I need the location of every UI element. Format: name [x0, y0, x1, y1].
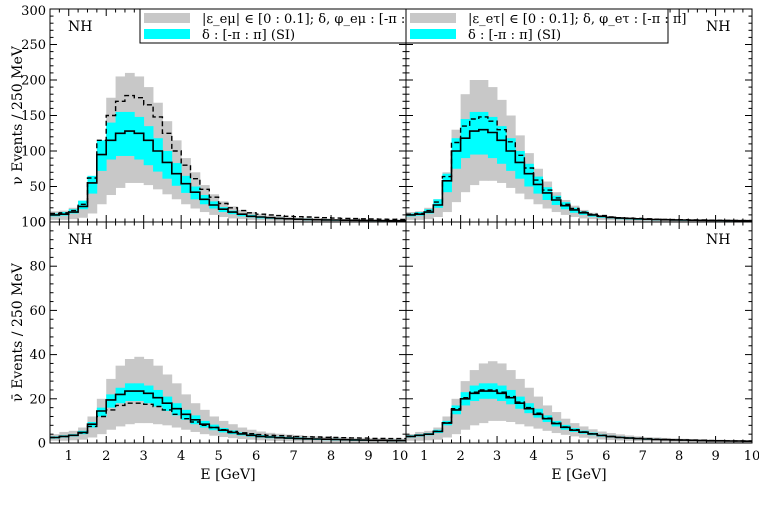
- plot-area: [50, 72, 406, 222]
- panel-nu-etau: NH |ε_eτ| ∈ [0 : 0.1]; δ, φ_eτ : [-π : π]…: [405, 8, 753, 223]
- nsi-band-bin: [451, 398, 462, 435]
- si-band-bin: [515, 151, 525, 179]
- legend-label-si: δ : [-π : π] (SI): [202, 28, 295, 43]
- si-band-bin: [134, 116, 145, 160]
- si-band-bin: [115, 387, 126, 404]
- panel-label-nh: NH: [68, 19, 92, 35]
- plot-area: [50, 356, 406, 443]
- panel-nubar-etau: NH 1 2 3 4 5 6 7 8 9 10 E [GeV]: [405, 221, 759, 483]
- x-tick-label: 2: [456, 449, 464, 464]
- nsi-band-bin: [433, 199, 443, 218]
- x-tick-label: 5: [214, 449, 222, 464]
- legend-label-nsi: |ε_eτ| ∈ [0 : 0.1]; δ, φ_eτ : [-π : π]: [468, 12, 687, 27]
- y-tick-label: 0: [38, 437, 46, 452]
- si-band-bin: [524, 163, 534, 187]
- y-tick-label: 250: [21, 38, 46, 53]
- x-tick-label: 3: [493, 449, 501, 464]
- legend-swatch-si: [410, 29, 456, 39]
- y-tick-label: 0: [38, 216, 46, 231]
- si-band-bin: [162, 151, 173, 179]
- y-tick-label: 150: [21, 109, 46, 124]
- panel-label-nh: NH: [706, 19, 730, 35]
- si-band-bin: [478, 111, 489, 155]
- si-band-bin: [433, 199, 443, 208]
- x-tick-label: 10: [392, 449, 409, 464]
- si-band-bin: [153, 138, 163, 172]
- legend-label-nsi: |ε_eμ| ∈ [0 : 0.1]; δ, φ_eμ : [-π : π]: [202, 12, 423, 27]
- plot-area: [406, 361, 752, 443]
- si-band-bin: [106, 394, 116, 408]
- legend-swatch-nsi: [410, 13, 456, 23]
- legend-emu: |ε_eμ| ∈ [0 : 0.1]; δ, φ_eμ : [-π : π]δ …: [139, 8, 423, 44]
- nsi-band-bin: [433, 427, 443, 440]
- si-band-bin: [96, 407, 107, 417]
- y-tick-label: 100: [21, 145, 46, 160]
- panel-label-nh: NH: [68, 232, 92, 248]
- si-band-bin: [497, 126, 507, 164]
- x-tick-label: 3: [140, 449, 148, 464]
- y-tick-label: 60: [29, 304, 46, 319]
- x-tick-label: 9: [364, 449, 372, 464]
- y-tick-label: 80: [29, 260, 46, 275]
- nsi-band-bin: [442, 416, 452, 438]
- legend-etau: |ε_eτ| ∈ [0 : 0.1]; δ, φ_eτ : [-π : π]δ …: [405, 8, 687, 44]
- x-tick-label: 2: [102, 449, 110, 464]
- nsi-band-bin: [415, 211, 425, 220]
- x-axis-label: E [GeV]: [551, 467, 606, 483]
- x-tick-label: 8: [327, 449, 335, 464]
- x-tick-label: 6: [602, 449, 610, 464]
- legend-label-si: δ : [-π : π] (SI): [468, 28, 561, 43]
- plot-area: [406, 80, 752, 222]
- y-tick-label: 200: [21, 74, 46, 89]
- x-tick-label: 9: [711, 449, 719, 464]
- nsi-band-bin: [68, 207, 79, 220]
- si-band-bin: [124, 111, 135, 156]
- y-axis-label: ν̄ Events / 250 MeV: [10, 262, 26, 402]
- y-tick-label: 20: [29, 392, 46, 407]
- si-band-bin: [506, 138, 516, 171]
- y-tick-label: 300: [21, 4, 46, 19]
- x-tick-label: 7: [289, 449, 297, 464]
- si-band-bin: [124, 383, 135, 402]
- x-tick-label: 8: [675, 449, 683, 464]
- legend-swatch-si: [144, 29, 190, 39]
- si-band-bin: [96, 140, 107, 171]
- si-band-bin: [442, 173, 452, 193]
- y-tick-label: 50: [29, 180, 46, 195]
- x-tick-label: 6: [252, 449, 260, 464]
- x-tick-label: 1: [65, 449, 73, 464]
- si-band-bin: [143, 385, 154, 404]
- x-axis-label: E [GeV]: [200, 467, 255, 483]
- si-band-bin: [451, 138, 462, 169]
- y-tick-label: 100: [21, 216, 46, 231]
- nsi-band-bin: [424, 430, 434, 441]
- x-tick-label: 4: [177, 449, 185, 464]
- x-tick-label: 4: [529, 449, 537, 464]
- nsi-band-bin: [424, 207, 434, 220]
- y-axis-label: ν Events / 250 MeV: [10, 45, 26, 185]
- x-tick-label: 5: [566, 449, 574, 464]
- nsi-band-bin: [96, 140, 107, 205]
- nsi-band-bin: [87, 179, 98, 214]
- x-tick-label: 7: [639, 449, 647, 464]
- y-tick-label: 40: [29, 348, 46, 363]
- si-band-bin: [143, 126, 154, 166]
- legend-swatch-nsi: [144, 13, 190, 23]
- si-band-bin: [134, 383, 145, 402]
- x-tick-label: 1: [420, 449, 428, 464]
- panel-label-nh: NH: [706, 232, 730, 248]
- si-band-bin: [87, 175, 98, 194]
- panel-nu-emu: 0 50 100 150 200 250 300 NH ν Events / 250 MeV |ε…: [10, 4, 423, 231]
- si-band-bin: [487, 116, 498, 159]
- x-tick-label: 10: [744, 449, 759, 464]
- si-band-bin: [469, 111, 480, 155]
